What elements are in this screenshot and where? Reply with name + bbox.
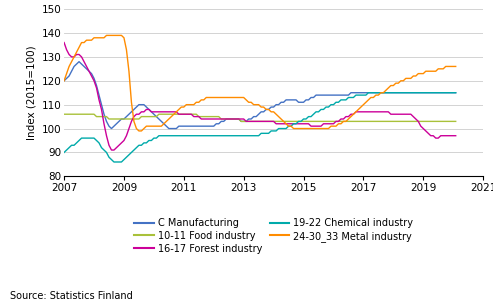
Text: Source: Statistics Finland: Source: Statistics Finland — [10, 291, 133, 301]
Legend: C Manufacturing, 10-11 Food industry, 16-17 Forest industry, 19-22 Chemical indu: C Manufacturing, 10-11 Food industry, 16… — [134, 218, 413, 254]
Y-axis label: Index (2015=100): Index (2015=100) — [26, 45, 36, 140]
